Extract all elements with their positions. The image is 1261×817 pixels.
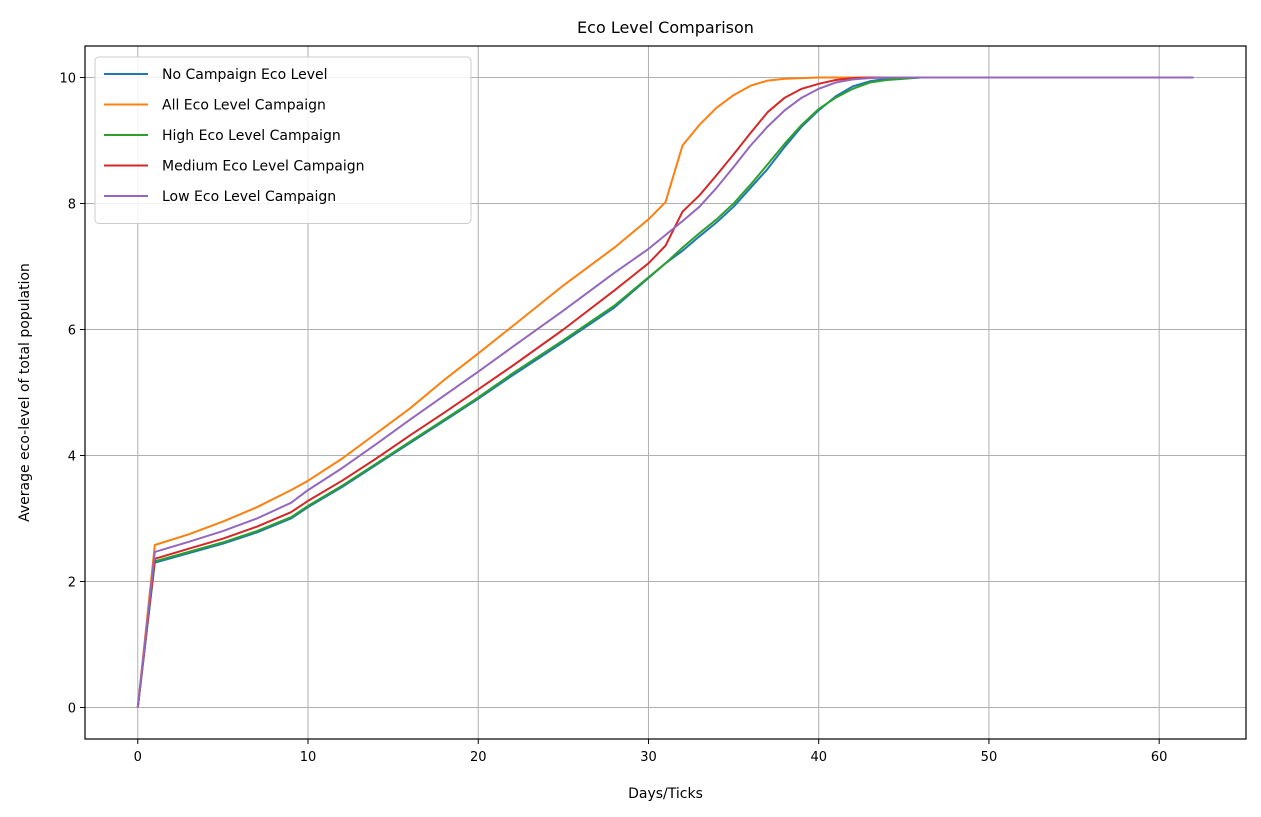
x-axis-label: Days/Ticks <box>628 786 703 802</box>
y-tick-label: 10 <box>59 72 76 87</box>
y-tick-label: 4 <box>68 450 76 465</box>
chart-title: Eco Level Comparison <box>577 18 754 37</box>
x-tick-label: 50 <box>981 750 998 765</box>
x-tick-label: 60 <box>1151 750 1168 765</box>
y-tick-label: 2 <box>68 576 76 591</box>
y-axis-label: Average eco-level of total population <box>17 263 33 522</box>
x-tick-label: 40 <box>810 750 827 765</box>
legend-box <box>94 56 472 224</box>
x-tick-label: 10 <box>300 750 317 765</box>
axis-ticks: 0 10 20 30 40 50 60 0 2 4 6 8 10 <box>59 72 1167 766</box>
series-line-2 <box>136 76 1194 708</box>
legend-entry: Low Eco Level Campaign <box>162 189 336 205</box>
x-tick-label: 30 <box>640 750 657 765</box>
plot-frame <box>84 45 1247 740</box>
legend-entry: No Campaign Eco Level <box>162 67 328 83</box>
series-line-3 <box>136 76 1194 708</box>
legend-entry: High Eco Level Campaign <box>162 128 341 144</box>
y-tick-label: 6 <box>68 324 76 339</box>
series-lines <box>136 76 1194 708</box>
y-tick-label: 0 <box>68 702 76 717</box>
y-tick-label: 8 <box>68 198 76 213</box>
gridlines <box>85 46 1246 739</box>
legend-entry: All Eco Level Campaign <box>162 98 326 114</box>
x-tick-label: 0 <box>134 750 142 765</box>
series-line-4 <box>136 76 1194 708</box>
legend: No Campaign Eco Level All Eco Level Campa… <box>94 56 472 224</box>
legend-entry: Medium Eco Level Campaign <box>162 159 365 175</box>
x-tick-label: 20 <box>470 750 487 765</box>
series-line-5 <box>136 76 1194 708</box>
